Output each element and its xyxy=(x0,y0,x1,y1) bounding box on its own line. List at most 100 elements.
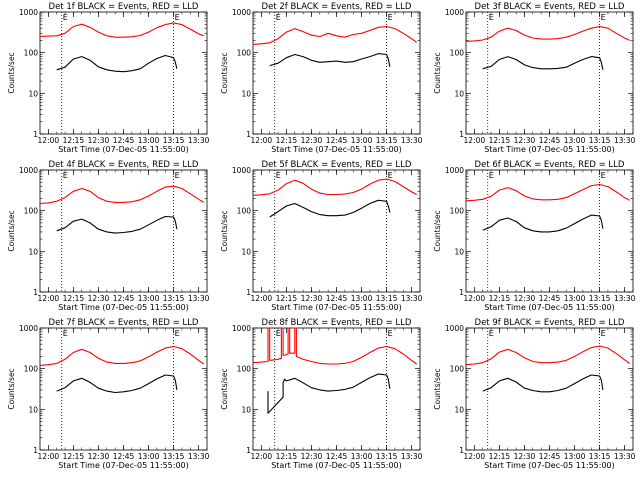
x-axis-label: Start Time (07-Dec-05 11:55:00) xyxy=(484,145,615,154)
detector-panel-8: Det 8f BLACK = Events, RED = LLD 1 10 100 10… xyxy=(220,318,423,470)
x-tick-label: 13:15 xyxy=(376,452,398,461)
events-series-line xyxy=(56,54,178,73)
event-marker-label: E xyxy=(388,13,393,22)
y-tick-label: 1 xyxy=(246,288,251,297)
events-series-line xyxy=(269,199,391,218)
x-tick-label: 12:30 xyxy=(301,294,323,303)
x-tick-label: 13:15 xyxy=(376,294,398,303)
detector-panel-7: Det 7f BLACK = Events, RED = LLD 1 10 100 10… xyxy=(7,318,210,470)
plot-frame xyxy=(252,11,421,135)
x-axis-label: Start Time (07-Dec-05 11:55:00) xyxy=(58,461,189,470)
event-marker-label: E xyxy=(276,171,281,180)
event-marker-label: E xyxy=(175,329,180,338)
panel-title: Det 2f BLACK = Events, RED = LLD xyxy=(262,2,412,12)
y-tick-label: 100 xyxy=(237,365,252,374)
y-tick-label: 1 xyxy=(33,130,38,139)
x-tick-label: 12:30 xyxy=(301,136,323,145)
y-axis-label: Counts/sec xyxy=(220,368,229,409)
events-series-line xyxy=(56,215,178,234)
y-tick-label: 100 xyxy=(450,365,465,374)
events-series-line xyxy=(56,374,178,394)
x-tick-label: 13:00 xyxy=(351,294,373,303)
event-marker-label: E xyxy=(489,329,494,338)
x-tick-label: 12:15 xyxy=(63,294,85,303)
detector-panel-5: Det 5f BLACK = Events, RED = LLD 1 10 100 10… xyxy=(220,160,423,312)
x-tick-label: 13:15 xyxy=(163,452,185,461)
detector-panel-3: Det 3f BLACK = Events, RED = LLD 1 10 100 10… xyxy=(433,2,636,154)
x-tick-label: 13:30 xyxy=(614,294,636,303)
x-tick-label: 12:00 xyxy=(38,294,60,303)
panel-title: Det 5f BLACK = Events, RED = LLD xyxy=(262,160,412,170)
panel-title: Det 8f BLACK = Events, RED = LLD xyxy=(262,318,412,328)
y-tick-label: 1 xyxy=(459,446,464,455)
x-tick-label: 13:00 xyxy=(138,452,160,461)
y-tick-label: 1000 xyxy=(19,8,38,17)
x-tick-label: 12:00 xyxy=(38,452,60,461)
y-tick-label: 1000 xyxy=(232,324,251,333)
lld-series-line xyxy=(39,22,204,38)
lld-series-line xyxy=(39,185,204,205)
y-tick-label: 10 xyxy=(241,247,251,256)
x-tick-label: 13:15 xyxy=(589,452,611,461)
x-tick-label: 12:30 xyxy=(514,294,536,303)
x-tick-label: 13:00 xyxy=(138,294,160,303)
event-marker-label: E xyxy=(63,171,68,180)
lld-series-line xyxy=(465,345,631,366)
plot-frame xyxy=(39,11,208,135)
x-tick-label: 12:45 xyxy=(113,294,135,303)
y-tick-label: 10 xyxy=(454,247,464,256)
event-marker-label: E xyxy=(388,329,393,338)
y-tick-label: 100 xyxy=(237,207,252,216)
x-tick-label: 12:15 xyxy=(63,452,85,461)
y-tick-label: 1000 xyxy=(232,8,251,17)
panel-title: Det 7f BLACK = Events, RED = LLD xyxy=(49,318,199,328)
events-series-line xyxy=(482,56,604,70)
detector-panel-6: Det 6f BLACK = Events, RED = LLD 1 10 100 10… xyxy=(433,160,636,312)
x-tick-label: 12:00 xyxy=(464,452,486,461)
y-tick-label: 100 xyxy=(24,207,39,216)
events-series-line xyxy=(267,373,391,414)
x-tick-label: 13:00 xyxy=(138,136,160,145)
x-tick-label: 13:30 xyxy=(188,136,210,145)
y-axis-label: Counts/sec xyxy=(7,368,16,409)
x-tick-label: 12:45 xyxy=(539,136,561,145)
x-tick-label: 13:15 xyxy=(163,294,185,303)
x-tick-label: 13:15 xyxy=(376,136,398,145)
plot-frame xyxy=(465,327,634,451)
x-axis-label: Start Time (07-Dec-05 11:55:00) xyxy=(271,303,402,312)
lld-series-line xyxy=(252,327,418,365)
x-tick-label: 13:15 xyxy=(589,136,611,145)
y-tick-label: 1 xyxy=(33,288,38,297)
x-tick-label: 12:45 xyxy=(326,136,348,145)
plot-frame xyxy=(465,169,634,293)
plot-frame xyxy=(465,11,634,135)
lld-series-line xyxy=(465,25,630,42)
y-tick-label: 1000 xyxy=(19,324,38,333)
x-tick-label: 12:00 xyxy=(251,294,273,303)
x-tick-label: 13:30 xyxy=(614,452,636,461)
x-tick-label: 13:00 xyxy=(351,452,373,461)
y-tick-label: 1 xyxy=(246,130,251,139)
event-marker-label: E xyxy=(489,171,494,180)
y-tick-label: 1000 xyxy=(445,166,464,175)
lld-series-line xyxy=(252,25,418,45)
x-tick-label: 12:15 xyxy=(489,452,511,461)
y-axis-label: Counts/sec xyxy=(433,210,442,251)
plot-frame xyxy=(252,169,421,293)
events-series-line xyxy=(482,374,604,393)
x-tick-label: 12:00 xyxy=(464,294,486,303)
panel-title: Det 6f BLACK = Events, RED = LLD xyxy=(475,160,625,170)
x-tick-label: 12:15 xyxy=(276,136,298,145)
x-axis-label: Start Time (07-Dec-05 11:55:00) xyxy=(484,303,615,312)
y-tick-label: 1000 xyxy=(445,324,464,333)
x-axis-label: Start Time (07-Dec-05 11:55:00) xyxy=(271,145,402,154)
x-tick-label: 12:15 xyxy=(489,136,511,145)
y-tick-label: 100 xyxy=(237,49,252,58)
y-axis-label: Counts/sec xyxy=(433,368,442,409)
x-tick-label: 13:00 xyxy=(351,136,373,145)
plot-frame xyxy=(252,327,421,451)
x-tick-label: 12:45 xyxy=(326,452,348,461)
event-marker-label: E xyxy=(489,13,494,22)
y-tick-label: 100 xyxy=(24,365,39,374)
